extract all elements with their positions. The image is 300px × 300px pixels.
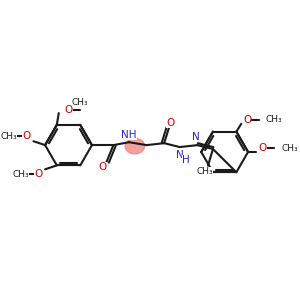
Text: O: O bbox=[99, 162, 107, 172]
Text: CH₃: CH₃ bbox=[197, 167, 213, 176]
Text: CH₃: CH₃ bbox=[266, 116, 282, 124]
Text: O: O bbox=[243, 115, 251, 125]
Text: N: N bbox=[176, 150, 184, 160]
Ellipse shape bbox=[125, 138, 145, 154]
Text: CH₃: CH₃ bbox=[72, 98, 88, 107]
Text: O: O bbox=[259, 143, 267, 153]
Text: NH: NH bbox=[121, 130, 137, 140]
Text: O: O bbox=[64, 105, 73, 115]
Text: O: O bbox=[22, 131, 31, 141]
Text: H: H bbox=[182, 155, 190, 165]
Text: CH₃: CH₃ bbox=[281, 143, 298, 152]
Text: O: O bbox=[166, 118, 174, 128]
Text: CH₃: CH₃ bbox=[12, 170, 29, 179]
Text: O: O bbox=[34, 169, 42, 179]
Text: N: N bbox=[191, 132, 199, 142]
Text: CH₃: CH₃ bbox=[1, 132, 17, 141]
